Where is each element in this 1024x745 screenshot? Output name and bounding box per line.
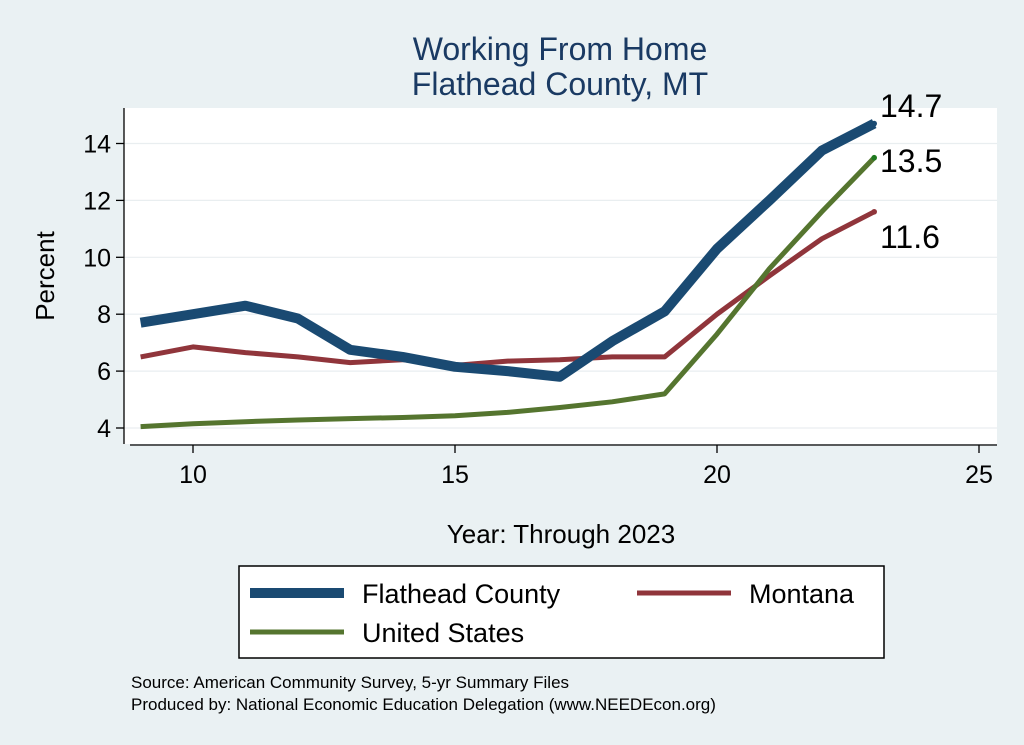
end-label-montana: 11.6 xyxy=(880,219,940,255)
end-labels: 14.7 13.5 11.6 xyxy=(880,88,942,255)
series-lines xyxy=(139,119,877,430)
series-line-united-states xyxy=(140,155,876,430)
y-tick-label: 10 xyxy=(83,244,111,272)
y-tick-label: 4 xyxy=(97,415,111,443)
plot-area xyxy=(124,108,997,444)
chart-title-line-1: Working From Home xyxy=(413,31,708,67)
y-tick-label: 12 xyxy=(83,187,111,215)
chart-title-line-2: Flathead County, MT xyxy=(412,66,708,102)
y-tick-label: 8 xyxy=(97,301,111,329)
end-label-flathead-county: 14.7 xyxy=(880,88,942,124)
source-note: Source: American Community Survey, 5-yr … xyxy=(131,673,569,692)
legend-label-united-states: United States xyxy=(362,618,524,648)
y-tick-label: 14 xyxy=(83,131,111,159)
x-tick-label: 15 xyxy=(441,461,469,489)
x-tick-label: 20 xyxy=(703,461,731,489)
x-tick-label: 10 xyxy=(179,461,207,489)
producer-note: Produced by: National Economic Education… xyxy=(131,695,716,714)
y-axis-title: Percent xyxy=(30,230,60,320)
end-point-united-states xyxy=(871,154,877,161)
x-tick-label: 25 xyxy=(965,461,993,489)
x-axis-title: Year: Through 2023 xyxy=(447,519,675,549)
end-label-united-states: 13.5 xyxy=(880,143,942,179)
legend-box xyxy=(238,565,885,659)
legend-label-flathead-county: Flathead County xyxy=(362,579,561,609)
axes: 4 6 8 10 12 14 10 15 20 25 xyxy=(83,108,997,489)
y-tick-label: 6 xyxy=(97,358,111,386)
end-point-flathead-county xyxy=(871,120,877,127)
end-point-montana xyxy=(871,208,877,215)
legend: Flathead County Montana United States xyxy=(238,565,885,659)
legend-label-montana: Montana xyxy=(749,579,855,609)
series-line-flathead-county xyxy=(139,119,877,382)
